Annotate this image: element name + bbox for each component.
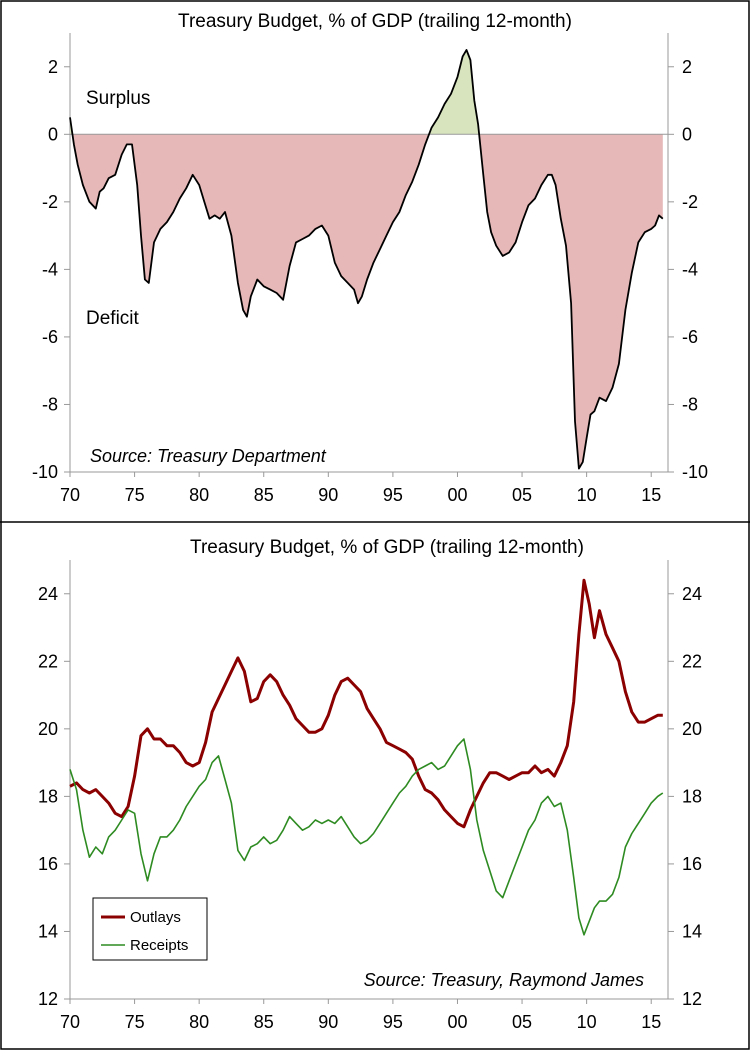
y-tick-label: -6 — [42, 327, 58, 347]
y-tick-label: 0 — [48, 124, 58, 144]
x-tick-label: 10 — [577, 1012, 597, 1032]
legend-box — [92, 897, 208, 961]
source-note: Source: Treasury Department — [90, 446, 327, 466]
legend-label-outlays: Outlays — [130, 909, 181, 926]
x-tick-label: 05 — [512, 485, 532, 505]
x-tick-label: 90 — [318, 485, 338, 505]
source-note: Source: Treasury, Raymond James — [364, 970, 644, 990]
x-tick-label: 90 — [318, 1012, 338, 1032]
y-tick-label: 14 — [38, 921, 58, 941]
x-tick-label: 05 — [512, 1012, 532, 1032]
x-tick-label: 00 — [447, 1012, 467, 1032]
x-tick-label: 75 — [125, 1012, 145, 1032]
y-tick-label: -8 — [42, 394, 58, 414]
x-tick-label: 00 — [447, 485, 467, 505]
y-tick-label: -4 — [682, 259, 698, 279]
deficit-annotation: Deficit — [86, 308, 140, 329]
y-tick-label: 24 — [38, 584, 58, 604]
y-tick-label: 12 — [38, 989, 58, 1009]
outlays-line — [69, 578, 663, 829]
x-tick-label: 80 — [189, 485, 209, 505]
x-tick-label: 70 — [60, 485, 80, 505]
y-tick-label: 2 — [682, 57, 692, 77]
chart-title: Treasury Budget, % of GDP (trailing 12-m… — [190, 537, 584, 558]
y-tick-label: -6 — [682, 327, 698, 347]
surplus-annotation: Surplus — [86, 88, 150, 109]
receipts-line — [69, 738, 664, 936]
x-tick-label: 15 — [641, 1012, 661, 1032]
x-tick-label: 10 — [577, 485, 597, 505]
legend-label-receipts: Receipts — [130, 937, 188, 954]
y-tick-label: 20 — [682, 719, 702, 739]
x-tick-label: 85 — [254, 1012, 274, 1032]
y-tick-label: 20 — [38, 719, 58, 739]
y-tick-label: -4 — [42, 259, 58, 279]
x-tick-label: 95 — [383, 485, 403, 505]
y-tick-label: 2 — [48, 57, 58, 77]
y-tick-label: 18 — [682, 786, 702, 806]
y-tick-label: 18 — [38, 786, 58, 806]
y-tick-label: 22 — [38, 651, 58, 671]
y-tick-label: -10 — [682, 462, 708, 482]
outlays-receipts-panel: Treasury Budget, % of GDP (trailing 12-m… — [38, 537, 702, 1032]
x-tick-label: 70 — [60, 1012, 80, 1032]
legend: Outlays Receipts — [92, 897, 208, 961]
y-tick-label: -8 — [682, 394, 698, 414]
y-tick-label: -2 — [42, 192, 58, 212]
x-tick-label: 95 — [383, 1012, 403, 1032]
y-tick-label: 12 — [682, 989, 702, 1009]
y-tick-label: -10 — [32, 462, 58, 482]
deficit-area — [70, 134, 663, 469]
y-tick-label: 22 — [682, 651, 702, 671]
chart-title: Treasury Budget, % of GDP (trailing 12-m… — [178, 11, 572, 32]
y-tick-label: 16 — [682, 854, 702, 874]
y-tick-label: 14 — [682, 921, 702, 941]
y-tick-label: -2 — [682, 192, 698, 212]
y-tick-label: 16 — [38, 854, 58, 874]
y-tick-label: 24 — [682, 584, 702, 604]
x-tick-label: 80 — [189, 1012, 209, 1032]
x-tick-label: 85 — [254, 485, 274, 505]
x-tick-label: 15 — [641, 485, 661, 505]
budget-balance-panel: Treasury Budget, % of GDP (trailing 12-m… — [32, 11, 708, 505]
y-tick-label: 0 — [682, 124, 692, 144]
x-tick-label: 75 — [125, 485, 145, 505]
balance-line — [69, 49, 664, 470]
